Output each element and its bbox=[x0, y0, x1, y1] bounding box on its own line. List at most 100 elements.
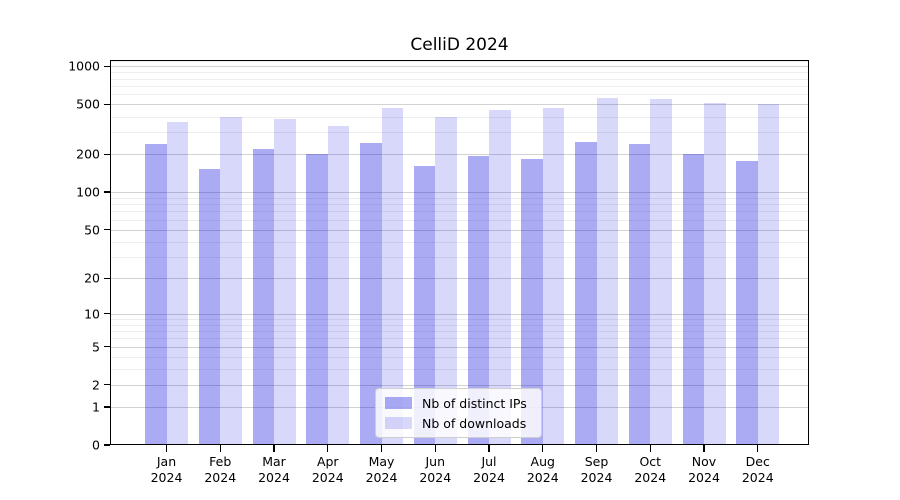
x-axis-tick-label: Sep 2024 bbox=[565, 454, 629, 485]
bar-downloads bbox=[166, 121, 188, 445]
gridline-minor bbox=[110, 211, 809, 213]
x-tick-year: 2024 bbox=[473, 469, 505, 485]
x-axis-tick bbox=[327, 445, 329, 452]
x-axis-tick-label: Apr 2024 bbox=[296, 454, 360, 485]
legend-label-downloads: Nb of downloads bbox=[422, 415, 527, 431]
gridline-major bbox=[110, 104, 809, 106]
bar-downloads bbox=[274, 118, 296, 445]
y-axis-tick-label: 10 bbox=[84, 306, 100, 322]
x-tick-year: 2024 bbox=[258, 469, 290, 485]
gridline-minor bbox=[110, 132, 809, 134]
x-tick-month: Dec bbox=[745, 454, 770, 469]
bar-distinct-ips bbox=[306, 154, 328, 445]
bar-distinct-ips bbox=[198, 169, 221, 445]
gridline-minor bbox=[110, 78, 809, 80]
x-tick-month: Apr bbox=[316, 454, 339, 469]
bar-downloads bbox=[327, 126, 350, 445]
y-axis-tick-label: 200 bbox=[76, 146, 100, 162]
x-tick-year: 2024 bbox=[580, 469, 613, 485]
x-axis-tick-label: Oct 2024 bbox=[618, 454, 682, 485]
y-axis-tick bbox=[103, 346, 110, 348]
x-tick-month: Oct bbox=[639, 454, 662, 469]
bar-distinct-ips bbox=[521, 158, 543, 445]
bar-downloads bbox=[757, 104, 780, 445]
bar-distinct-ips bbox=[736, 160, 758, 445]
x-axis-tick bbox=[165, 445, 168, 452]
x-tick-year: 2024 bbox=[634, 469, 667, 485]
y-axis-tick bbox=[103, 444, 110, 446]
x-tick-year: 2024 bbox=[204, 469, 237, 485]
x-axis-tick bbox=[219, 445, 221, 452]
x-axis-tick-label: Jun 2024 bbox=[403, 454, 467, 485]
x-axis-tick-label: Aug 2024 bbox=[511, 454, 575, 485]
bar-distinct-ips bbox=[467, 155, 489, 445]
y-axis-tick-label: 1 bbox=[92, 399, 100, 415]
gridline-minor bbox=[110, 241, 809, 243]
gridline-minor bbox=[110, 94, 809, 96]
x-axis-tick bbox=[380, 445, 383, 452]
x-axis-tick bbox=[273, 445, 275, 452]
gridline-minor bbox=[110, 197, 809, 199]
gridline-minor bbox=[110, 318, 809, 320]
bar-downloads bbox=[650, 98, 672, 445]
x-axis-tick bbox=[595, 445, 598, 452]
y-axis-tick bbox=[103, 312, 110, 315]
y-axis-tick-label: 100 bbox=[76, 184, 100, 200]
gridline-minor bbox=[110, 324, 809, 326]
x-axis-tick bbox=[649, 445, 651, 452]
y-axis-tick-label: 50 bbox=[84, 222, 100, 238]
bar-downloads bbox=[542, 107, 565, 445]
gridline-minor bbox=[110, 338, 809, 340]
gridline-minor bbox=[110, 72, 809, 74]
legend-item: Nb of distinct IPs bbox=[385, 395, 532, 411]
chart-title: CelliD 2024 bbox=[410, 35, 509, 55]
y-axis-tick bbox=[103, 191, 110, 193]
x-axis-tick-label: Dec 2024 bbox=[726, 454, 790, 485]
gridline-minor bbox=[110, 61, 809, 63]
x-tick-year: 2024 bbox=[365, 469, 398, 485]
x-tick-month: Mar bbox=[262, 454, 286, 469]
legend-swatch-downloads bbox=[385, 416, 412, 430]
gridline-minor bbox=[110, 356, 809, 358]
y-axis-tick bbox=[103, 153, 110, 156]
bar-distinct-ips bbox=[360, 143, 382, 445]
x-tick-month: Nov bbox=[691, 454, 717, 469]
gridline-major bbox=[110, 278, 809, 280]
x-axis-tick bbox=[434, 445, 436, 452]
y-axis-tick-label: 5 bbox=[92, 339, 100, 355]
bar-distinct-ips bbox=[413, 166, 436, 445]
x-tick-month: Jun bbox=[425, 454, 446, 469]
bar-distinct-ips bbox=[145, 144, 167, 445]
bar-distinct-ips bbox=[628, 143, 651, 445]
y-axis-tick-label: 20 bbox=[84, 270, 100, 286]
plot-area bbox=[110, 60, 809, 445]
y-axis-tick bbox=[103, 103, 110, 106]
x-tick-month: Sep bbox=[584, 454, 609, 469]
x-tick-year: 2024 bbox=[150, 469, 183, 485]
y-axis-tick bbox=[103, 65, 110, 68]
x-tick-year: 2024 bbox=[741, 469, 774, 485]
gridline-minor bbox=[110, 219, 809, 221]
x-tick-month: May bbox=[368, 454, 395, 469]
x-tick-month: Feb bbox=[209, 454, 232, 469]
gridline-major bbox=[110, 313, 809, 315]
gridline-minor bbox=[110, 85, 809, 87]
y-axis-tick-label: 2 bbox=[92, 377, 100, 393]
x-axis-tick-label: Jul 2024 bbox=[457, 454, 521, 485]
y-axis-tick bbox=[103, 384, 110, 386]
x-axis-tick-label: Mar 2024 bbox=[242, 454, 306, 485]
bar-distinct-ips bbox=[252, 148, 274, 445]
x-tick-year: 2024 bbox=[311, 469, 344, 485]
x-axis-tick bbox=[703, 445, 705, 452]
x-tick-month: Jul bbox=[481, 454, 497, 469]
x-tick-month: Jan bbox=[156, 454, 177, 469]
x-axis-tick-label: May 2024 bbox=[350, 454, 414, 485]
x-tick-month: Aug bbox=[530, 454, 555, 469]
x-axis-tick bbox=[542, 445, 544, 452]
y-axis-tick-label: 500 bbox=[76, 96, 100, 112]
gridline-major bbox=[110, 229, 809, 231]
gridline-major bbox=[110, 154, 809, 156]
gridline-minor bbox=[110, 369, 809, 371]
y-axis-tick bbox=[103, 406, 110, 408]
